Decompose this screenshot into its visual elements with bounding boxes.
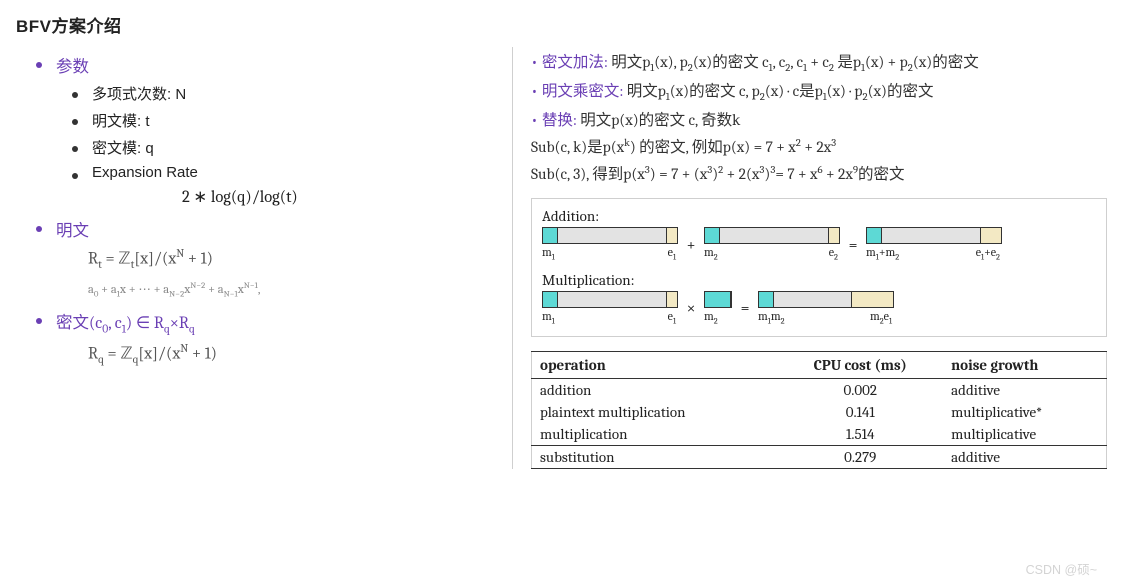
- eq-symbol: =: [732, 299, 758, 317]
- eq-symbol: =: [840, 236, 866, 254]
- bullet-icon: [36, 62, 42, 68]
- table-cell: 0.141: [777, 401, 943, 423]
- ct-addition-line: •密文加法: 明文p1(x), p2(x)的密文 c1, c2, c1 + c2…: [531, 50, 1107, 74]
- right-cap: m2e1: [870, 309, 892, 326]
- page-title: BFV方案介绍: [16, 12, 1117, 37]
- table-cell: 0.279: [777, 445, 943, 468]
- right-column: •密文加法: 明文p1(x), p2(x)的密文 c1, c2, c1 + c2…: [512, 47, 1117, 469]
- table-cell: multiplication: [532, 423, 778, 446]
- bullet-icon: [72, 119, 78, 125]
- ct-block: m1 e1: [542, 291, 678, 326]
- bullet-icon: [36, 318, 42, 324]
- param-item: 密文模: q: [92, 137, 154, 158]
- plaintext-heading: 明文: [56, 217, 89, 241]
- left-cap: m1: [542, 309, 555, 326]
- param-item: Expansion Rate: [92, 164, 198, 181]
- table-row: plaintext multiplication0.141multiplicat…: [532, 401, 1107, 423]
- params-heading: 参数: [56, 53, 89, 77]
- table-cell: additive: [943, 445, 1106, 468]
- sub-example-2: Sub(c, 3), 得到p(x3) = 7 + (x3)2 + 2(x3)3=…: [531, 162, 1107, 184]
- ct-block: m1 e1: [542, 227, 678, 262]
- diagram-row-label: Addition:: [542, 207, 1096, 225]
- diagram-row: m1 e1 × m2 = m1m2 m2e1: [542, 291, 1096, 326]
- pt-mul-ct-line: •明文乘密文: 明文p1(x)的密文 c, p2(x) · c是p1(x) · …: [531, 79, 1107, 103]
- table-row: addition0.002additive: [532, 378, 1107, 401]
- diagram-row: m1 e1 + m2 e2 = m1+m2 e1+e2: [542, 227, 1096, 262]
- params-list: 多项式次数: N 明文模: t 密文模: q Expansion Rate: [32, 83, 502, 181]
- table-cell: additive: [943, 378, 1106, 401]
- plaintext-ring: Rt = ℤt[x]/(xN + 1): [88, 247, 502, 271]
- ciphertext-ring: Rq = ℤq[x]/(xN + 1): [88, 342, 502, 366]
- sub-example-1: Sub(c, k)是p(xk) 的密文, 例如p(x) = 7 + x2 + 2…: [531, 135, 1107, 157]
- params-heading-row: 参数: [32, 53, 502, 77]
- right-cap: e1: [668, 309, 676, 326]
- right-cap: e1: [668, 245, 676, 262]
- right-cap: e2: [829, 245, 838, 262]
- param-item: 明文模: t: [92, 110, 150, 131]
- param-item: 多项式次数: N: [92, 83, 186, 104]
- left-column: 参数 多项式次数: N 明文模: t 密文模: q Expansion Rate…: [10, 47, 512, 469]
- table-row: multiplication1.514multiplicative: [532, 423, 1107, 446]
- ct-block: m2: [704, 291, 732, 326]
- substitution-line: •替换: 明文p(x)的密文 c, 奇数k: [531, 108, 1107, 130]
- table-cell: addition: [532, 378, 778, 401]
- table-row: substitution0.279additive: [532, 445, 1107, 468]
- col-header: CPU cost (ms): [777, 351, 943, 378]
- left-cap: m1+m2: [866, 245, 899, 262]
- diagram-row-label: Multiplication:: [542, 271, 1096, 289]
- op-symbol: +: [678, 236, 704, 254]
- left-cap: m2: [704, 245, 718, 262]
- columns: 参数 多项式次数: N 明文模: t 密文模: q Expansion Rate…: [10, 47, 1117, 469]
- table-cell: multiplicative*: [943, 401, 1106, 423]
- cost-table: operationCPU cost (ms)noise growthadditi…: [531, 351, 1107, 469]
- table-cell: multiplicative: [943, 423, 1106, 446]
- bullet-lines: •密文加法: 明文p1(x), p2(x)的密文 c1, c2, c1 + c2…: [531, 50, 1107, 184]
- ct-block: m1m2 m2e1: [758, 291, 894, 326]
- plaintext-heading-row: 明文: [32, 217, 502, 241]
- ct-block: m1+m2 e1+e2: [866, 227, 1002, 262]
- left-cap: m1m2: [758, 309, 785, 326]
- ct-block: m2 e2: [704, 227, 840, 262]
- left-cap: m1: [542, 245, 555, 262]
- table-cell: substitution: [532, 445, 778, 468]
- table-cell: 0.002: [777, 378, 943, 401]
- poly-expansion: a0 + a1x + ⋯ + aN−2xN−2 + aN−1xN−1,: [88, 281, 502, 300]
- col-header: noise growth: [943, 351, 1106, 378]
- noise-diagram: Addition: m1 e1 + m2 e2 = m1+m2 e1+e2 Multi…: [531, 198, 1107, 337]
- watermark: CSDN @硕~: [1026, 559, 1097, 578]
- table-cell: plaintext multiplication: [532, 401, 778, 423]
- table-cell: 1.514: [777, 423, 943, 446]
- bullet-icon: [72, 173, 78, 179]
- left-cap: m2: [704, 309, 718, 326]
- col-header: operation: [532, 351, 778, 378]
- table-header: operationCPU cost (ms)noise growth: [532, 351, 1107, 378]
- right-cap: e1+e2: [976, 245, 1000, 262]
- bullet-icon: [36, 226, 42, 232]
- bullet-icon: [72, 92, 78, 98]
- expansion-formula: 2 ∗ log(q)/log(t): [182, 187, 502, 207]
- op-symbol: ×: [678, 299, 704, 317]
- bullet-icon: [72, 146, 78, 152]
- ciphertext-heading: 密文(c0, c1) ∈ Rq×Rq: [56, 309, 195, 335]
- ciphertext-heading-row: 密文(c0, c1) ∈ Rq×Rq: [32, 309, 502, 335]
